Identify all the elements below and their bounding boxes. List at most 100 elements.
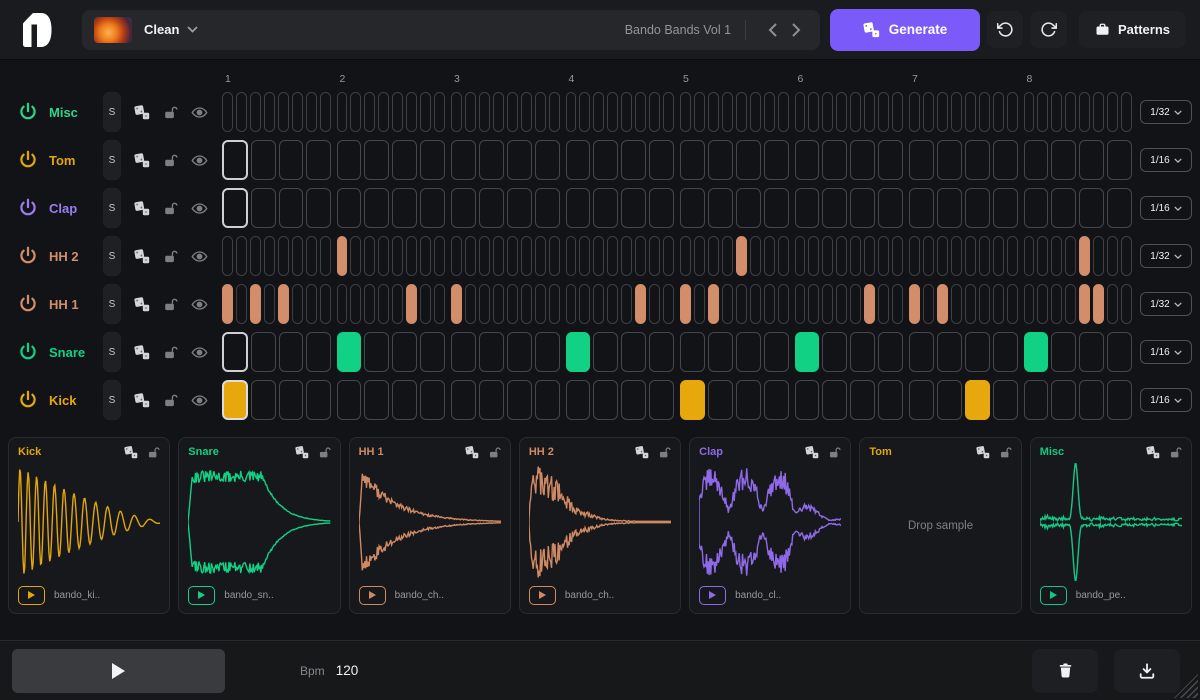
step-cell[interactable] <box>850 92 861 132</box>
track-power-button[interactable] <box>17 389 39 411</box>
randomize-dice-icon[interactable] <box>465 445 479 459</box>
step-cell[interactable] <box>1007 236 1018 276</box>
step-cell[interactable] <box>406 284 417 324</box>
step-cell[interactable] <box>306 92 317 132</box>
step-cell[interactable] <box>364 380 389 420</box>
step-cell[interactable] <box>649 284 660 324</box>
step-cell[interactable] <box>649 188 674 228</box>
step-cell[interactable] <box>878 380 903 420</box>
step-cell[interactable] <box>306 188 330 228</box>
step-cell[interactable] <box>1107 188 1132 228</box>
step-cell[interactable] <box>337 92 348 132</box>
step-cell[interactable] <box>1051 332 1076 372</box>
step-cell[interactable] <box>663 284 674 324</box>
track-power-button[interactable] <box>17 293 39 315</box>
step-cell[interactable] <box>278 92 289 132</box>
step-cell[interactable] <box>1007 92 1018 132</box>
unlock-icon[interactable] <box>163 153 178 168</box>
step-cell[interactable] <box>708 380 733 420</box>
step-cell[interactable] <box>1024 92 1035 132</box>
step-cell[interactable] <box>635 284 646 324</box>
step-cell[interactable] <box>279 332 303 372</box>
step-cell[interactable] <box>337 380 362 420</box>
step-cell[interactable] <box>923 236 934 276</box>
step-cell[interactable] <box>993 188 1018 228</box>
unlock-icon[interactable] <box>163 105 178 120</box>
step-cell[interactable] <box>965 284 976 324</box>
pad-play-button[interactable] <box>188 586 215 605</box>
step-cell[interactable] <box>320 92 331 132</box>
step-cell[interactable] <box>236 236 247 276</box>
track-power-button[interactable] <box>17 341 39 363</box>
rate-select[interactable]: 1/32 <box>1140 100 1192 124</box>
step-cell[interactable] <box>521 92 532 132</box>
step-cell[interactable] <box>420 92 431 132</box>
step-cell[interactable] <box>1051 284 1062 324</box>
step-cell[interactable] <box>1107 332 1132 372</box>
step-cell[interactable] <box>680 92 691 132</box>
step-cell[interactable] <box>951 236 962 276</box>
step-cell[interactable] <box>736 332 761 372</box>
step-cell[interactable] <box>306 284 317 324</box>
step-cell[interactable] <box>479 188 504 228</box>
pack-next-button[interactable] <box>784 18 808 42</box>
step-cell[interactable] <box>993 140 1018 180</box>
randomize-dice-icon[interactable] <box>805 445 819 459</box>
step-cell[interactable] <box>1079 140 1104 180</box>
step-cell[interactable] <box>279 140 303 180</box>
clear-button[interactable] <box>1032 649 1098 693</box>
step-cell[interactable] <box>937 236 948 276</box>
step-cell[interactable] <box>1093 92 1104 132</box>
step-cell[interactable] <box>680 188 705 228</box>
step-cell[interactable] <box>222 92 233 132</box>
step-cell[interactable] <box>337 284 348 324</box>
step-cell[interactable] <box>621 140 646 180</box>
step-cell[interactable] <box>306 140 330 180</box>
step-cell[interactable] <box>993 332 1018 372</box>
randomize-dice-icon[interactable] <box>134 200 150 216</box>
step-cell[interactable] <box>593 284 604 324</box>
randomize-dice-icon[interactable] <box>295 445 309 459</box>
step-cell[interactable] <box>708 140 733 180</box>
step-cell[interactable] <box>680 284 691 324</box>
step-cell[interactable] <box>364 284 375 324</box>
step-cell[interactable] <box>892 236 903 276</box>
rate-select[interactable]: 1/32 <box>1140 292 1192 316</box>
step-cell[interactable] <box>951 92 962 132</box>
step-cell[interactable] <box>434 284 445 324</box>
step-cell[interactable] <box>250 236 261 276</box>
step-cell[interactable] <box>708 236 719 276</box>
step-cell[interactable] <box>822 284 833 324</box>
step-cell[interactable] <box>465 92 476 132</box>
step-cell[interactable] <box>566 284 577 324</box>
unlock-icon[interactable] <box>163 297 178 312</box>
step-cell[interactable] <box>621 380 646 420</box>
step-cell[interactable] <box>222 284 233 324</box>
step-cell[interactable] <box>864 92 875 132</box>
step-cell[interactable] <box>521 284 532 324</box>
step-cell[interactable] <box>222 332 248 372</box>
visibility-eye-icon[interactable] <box>191 248 208 265</box>
kit-selector[interactable]: Clean Bando Bands Vol 1 <box>82 10 820 50</box>
step-cell[interactable] <box>420 236 431 276</box>
sample-pad[interactable]: Clap bando_cl.. <box>689 437 851 614</box>
step-cell[interactable] <box>507 332 532 372</box>
step-cell[interactable] <box>251 140 275 180</box>
step-cell[interactable] <box>836 92 847 132</box>
step-cell[interactable] <box>1107 140 1132 180</box>
step-cell[interactable] <box>579 236 590 276</box>
step-cell[interactable] <box>909 140 934 180</box>
visibility-eye-icon[interactable] <box>191 296 208 313</box>
step-cell[interactable] <box>864 236 875 276</box>
step-cell[interactable] <box>479 236 490 276</box>
step-cell[interactable] <box>764 380 789 420</box>
step-cell[interactable] <box>378 284 389 324</box>
step-cell[interactable] <box>850 380 875 420</box>
step-cell[interactable] <box>909 380 934 420</box>
step-cell[interactable] <box>621 332 646 372</box>
step-cell[interactable] <box>822 332 847 372</box>
step-cell[interactable] <box>649 332 674 372</box>
unlock-icon[interactable] <box>318 446 331 459</box>
step-cell[interactable] <box>965 380 990 420</box>
step-cell[interactable] <box>566 188 591 228</box>
